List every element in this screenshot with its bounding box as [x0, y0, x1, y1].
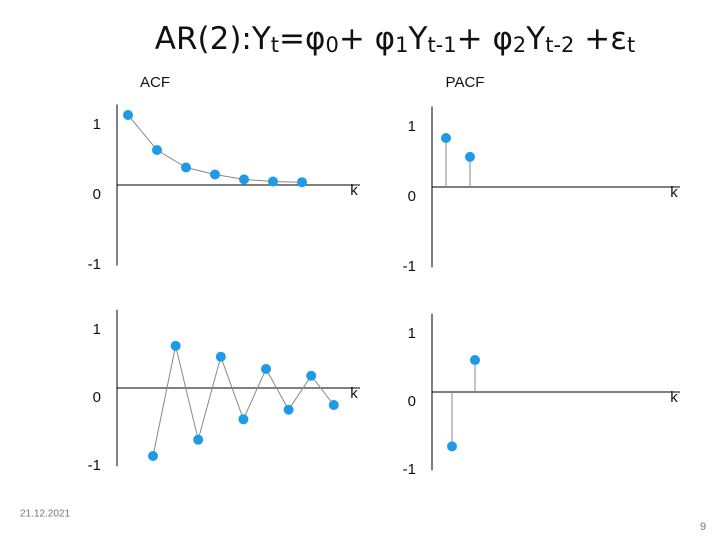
title-text: =φ [279, 21, 325, 57]
data-point [152, 145, 162, 155]
slide-title: AR(2):Yt=φ0+ φ1Yt-1+ φ2Yt-2 +εt [155, 21, 635, 58]
data-point [465, 151, 475, 162]
data-point [148, 451, 158, 461]
x-axis-label: k [350, 385, 358, 402]
title-subscript: t [627, 33, 635, 57]
data-point [306, 370, 317, 381]
title-text: + φ [339, 21, 395, 57]
x-axis-label: k [350, 182, 358, 199]
data-point [297, 177, 307, 188]
y-tick-label: -1 [88, 457, 101, 474]
y-tick-label: 0 [408, 188, 416, 205]
title-subscript: t-2 [545, 33, 574, 57]
title-text: Y [408, 21, 428, 57]
title-text: AR(2):Y [155, 21, 271, 57]
data-point [123, 110, 133, 120]
data-point [261, 363, 271, 374]
y-tick-label: 1 [93, 116, 101, 133]
data-point [239, 174, 249, 185]
y-tick-label: -1 [403, 258, 416, 275]
date: 21.12.2021 [20, 509, 70, 520]
y-tick-label: 1 [408, 118, 416, 135]
title-subscript: t-1 [427, 33, 456, 57]
data-point [441, 133, 451, 143]
data-point [181, 162, 191, 173]
title-text: Y [525, 21, 545, 57]
y-tick-label: 0 [408, 393, 416, 410]
data-point [470, 355, 480, 366]
data-point [170, 340, 181, 351]
y-tick-label: 0 [93, 186, 101, 203]
y-tick-label: -1 [88, 256, 101, 273]
x-axis-label: k [670, 184, 678, 201]
data-point [238, 414, 249, 425]
y-tick-label: 1 [408, 325, 416, 342]
title-text: +ε [574, 21, 627, 57]
title-subscript: 1 [395, 33, 408, 57]
title-subscript: 0 [325, 33, 338, 57]
chart-title: PACF [446, 74, 485, 91]
x-axis-label: k [670, 389, 678, 406]
data-line [152, 345, 335, 457]
y-tick-label: 0 [93, 389, 101, 406]
title-subscript: t [271, 33, 279, 57]
data-point [328, 400, 339, 410]
page-number: 9 [700, 521, 706, 533]
data-point [283, 404, 294, 415]
y-tick-label: -1 [403, 461, 416, 478]
data-point [215, 351, 226, 362]
data-point [210, 169, 220, 180]
title-text: + φ [457, 21, 513, 57]
data-point [447, 441, 457, 452]
data-point [268, 176, 278, 187]
data-point [193, 434, 204, 445]
chart-title: ACF [140, 74, 170, 91]
title-subscript: 2 [513, 33, 526, 57]
y-tick-label: 1 [93, 321, 101, 338]
